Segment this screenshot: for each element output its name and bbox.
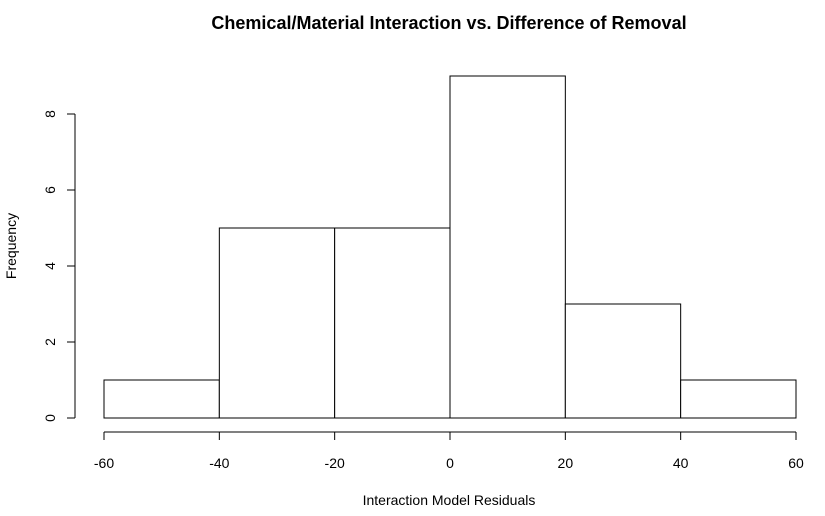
histogram-bar <box>334 227 451 419</box>
x-axis-label: Interaction Model Residuals <box>363 492 536 508</box>
y-tick-label: 0 <box>42 414 58 422</box>
x-tick-label: 60 <box>788 455 804 471</box>
histogram-bar <box>449 75 566 419</box>
histogram-bar <box>680 379 797 419</box>
chart-title: Chemical/Material Interaction vs. Differ… <box>211 13 686 33</box>
histogram-bar <box>103 379 220 419</box>
x-tick-label: -20 <box>325 455 345 471</box>
y-tick-label: 4 <box>42 262 58 270</box>
x-tick-label: 0 <box>446 455 454 471</box>
x-tick-label: -60 <box>94 455 114 471</box>
x-tick-label: -40 <box>209 455 229 471</box>
x-tick-label: 40 <box>673 455 689 471</box>
histogram-bar <box>564 303 682 419</box>
x-axis: -60 -40 -20 0 20 40 60 <box>94 431 804 471</box>
histogram-bar <box>218 227 336 419</box>
y-tick-label: 8 <box>42 110 58 118</box>
y-tick-label: 6 <box>42 186 58 194</box>
y-tick-label: 2 <box>42 338 58 346</box>
x-tick-label: 20 <box>558 455 574 471</box>
y-axis: 0 2 4 6 8 <box>42 110 76 422</box>
histogram-bars <box>103 75 797 419</box>
y-axis-label: Frequency <box>3 213 19 279</box>
